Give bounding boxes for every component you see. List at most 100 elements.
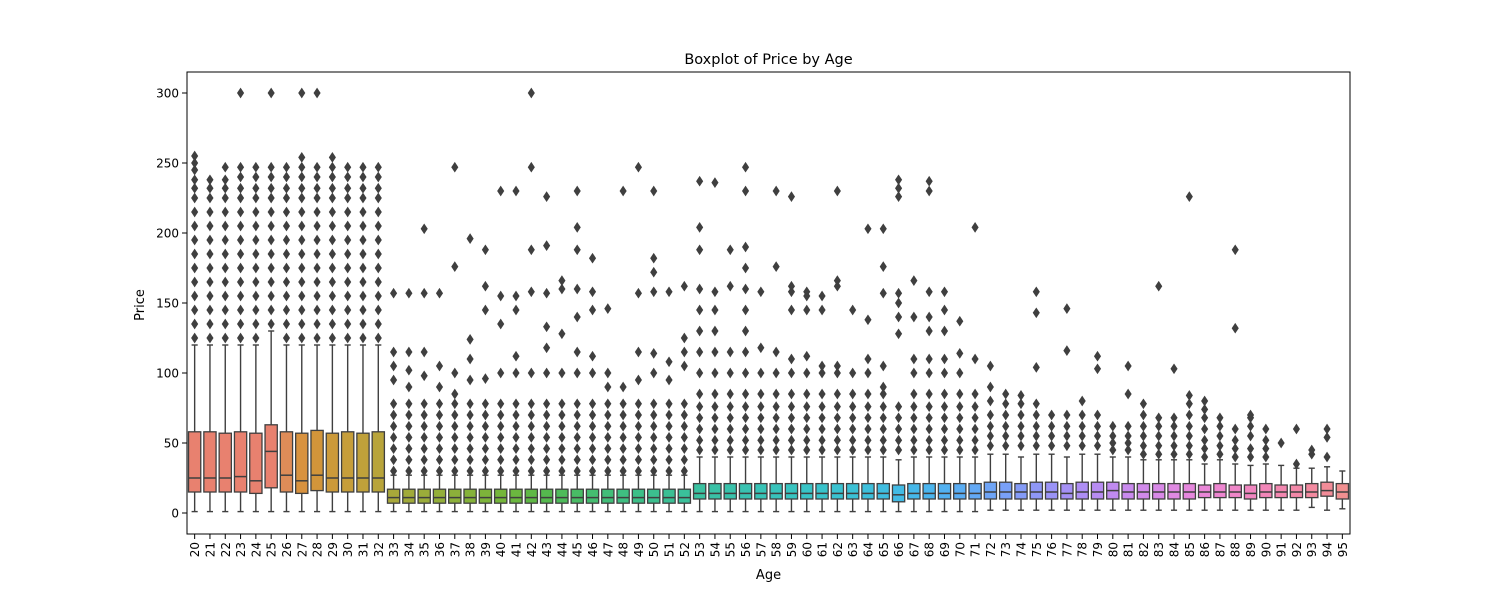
outlier-point xyxy=(497,432,505,443)
outlier-point xyxy=(420,443,428,454)
outlier-point xyxy=(573,244,581,256)
outlier-point xyxy=(634,161,642,173)
outlier-point xyxy=(328,290,336,302)
outlier-point xyxy=(420,346,428,358)
box-45 xyxy=(570,185,584,513)
outlier-point xyxy=(359,171,367,183)
outlier-point xyxy=(864,353,872,365)
outlier-point xyxy=(573,432,581,443)
outlier-point xyxy=(527,432,535,443)
outlier-point xyxy=(1002,420,1010,432)
iqr-box xyxy=(723,482,738,500)
outlier-point xyxy=(1139,440,1147,452)
box-61 xyxy=(815,290,829,513)
outlier-point xyxy=(221,220,229,232)
outlier-point xyxy=(741,423,750,435)
iqr-box xyxy=(708,482,722,500)
outlier-point xyxy=(864,223,872,235)
outlier-point xyxy=(588,304,597,316)
outlier-point xyxy=(390,465,398,477)
y-axis-label: Price xyxy=(133,289,148,321)
outlier-point xyxy=(910,412,918,424)
outlier-point xyxy=(650,398,658,410)
box-25 xyxy=(264,87,278,513)
iqr-box xyxy=(1029,481,1044,500)
outlier-point xyxy=(298,248,306,260)
outlier-point xyxy=(420,409,428,421)
outlier-point xyxy=(787,388,796,400)
outlier-point xyxy=(833,423,841,435)
outlier-point xyxy=(879,388,887,400)
outlier-point xyxy=(849,444,857,456)
outlier-point xyxy=(787,434,796,446)
outlier-point xyxy=(1262,434,1270,446)
outlier-point xyxy=(543,398,551,410)
outlier-point xyxy=(895,311,903,323)
outlier-point xyxy=(466,374,474,386)
iqr-box xyxy=(1090,481,1105,500)
x-tick-label: 50 xyxy=(647,542,661,557)
box-55 xyxy=(723,244,738,513)
outlier-point xyxy=(986,395,994,407)
outlier-point xyxy=(420,223,428,235)
outlier-point xyxy=(282,192,291,204)
iqr-box xyxy=(815,482,829,500)
y-axis: 0 50 100 150 200 250 300 xyxy=(156,87,187,521)
outlier-point xyxy=(328,332,336,344)
outlier-point xyxy=(680,332,688,344)
y-tick-label: 200 xyxy=(156,227,179,241)
outlier-point xyxy=(374,262,382,274)
outlier-point xyxy=(1063,430,1071,442)
outlier-point xyxy=(588,443,597,454)
outlier-point xyxy=(466,443,474,454)
outlier-point xyxy=(236,87,245,99)
x-tick-label: 70 xyxy=(953,542,967,557)
outlier-point xyxy=(696,434,704,446)
outlier-point xyxy=(1032,430,1040,442)
outlier-point xyxy=(573,443,581,454)
outlier-point xyxy=(787,286,796,298)
outlier-point xyxy=(1124,388,1132,400)
outlier-point xyxy=(359,304,367,316)
plot-frame xyxy=(186,71,1351,535)
outlier-point xyxy=(497,367,505,379)
outlier-point xyxy=(1093,350,1102,362)
outlier-point xyxy=(879,381,887,393)
outlier-point xyxy=(313,276,321,288)
outlier-point xyxy=(252,206,260,218)
box-53 xyxy=(692,175,707,513)
outlier-point xyxy=(481,398,489,410)
outlier-point xyxy=(665,420,673,432)
outlier-point xyxy=(787,353,796,365)
x-tick-label: 22 xyxy=(219,542,233,557)
x-tick-label: 76 xyxy=(1045,542,1059,557)
outlier-point xyxy=(864,412,872,424)
outlier-point xyxy=(1201,395,1209,407)
outlier-point xyxy=(925,367,933,379)
outlier-point xyxy=(803,444,811,456)
iqr-box xyxy=(203,431,217,493)
iqr-box xyxy=(1060,482,1074,500)
outlier-point xyxy=(206,182,214,194)
x-tick-label: 46 xyxy=(586,542,600,557)
iqr-box xyxy=(998,481,1013,500)
outlier-point xyxy=(466,233,474,244)
outlier-point xyxy=(267,220,275,232)
x-tick-label: 92 xyxy=(1290,542,1304,557)
outlier-point xyxy=(680,346,688,358)
outlier-point xyxy=(1246,409,1255,421)
outlier-point xyxy=(344,182,352,194)
outlier-point xyxy=(512,454,520,466)
outlier-point xyxy=(527,87,535,99)
outlier-point xyxy=(359,332,367,344)
outlier-point xyxy=(558,443,566,454)
outlier-point xyxy=(374,332,382,344)
outlier-point xyxy=(359,248,367,260)
outlier-point xyxy=(1231,434,1239,446)
outlier-point xyxy=(833,412,841,424)
box-41 xyxy=(509,185,523,513)
outlier-point xyxy=(481,443,489,454)
x-tick-label: 47 xyxy=(601,542,615,557)
iqr-box xyxy=(799,482,814,500)
outlier-point xyxy=(206,332,214,344)
